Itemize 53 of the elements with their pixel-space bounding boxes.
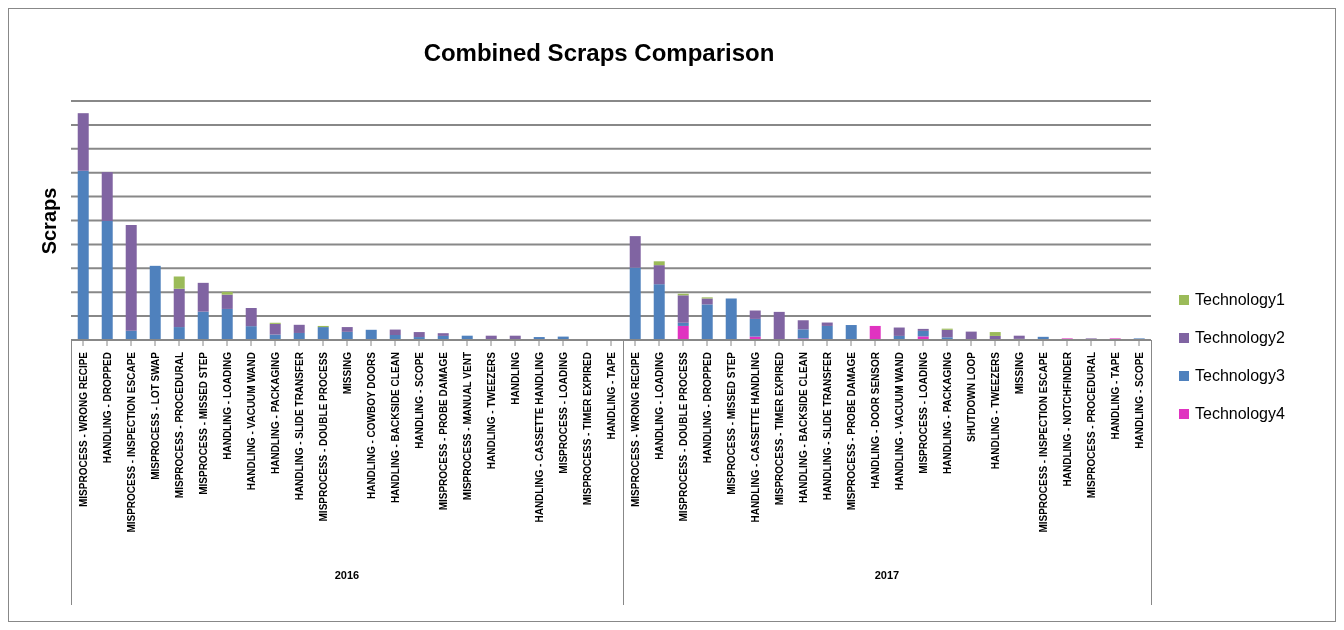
x-tick-label: HANDLING - TAPE xyxy=(605,351,617,440)
legend-label: Technology4 xyxy=(1195,405,1285,423)
x-tick-label: HANDLING - DOOR SENSOR xyxy=(869,351,881,489)
x-tick-label: HANDLING - SLIDE TRANSFER xyxy=(821,351,833,501)
x-tick-label: HANDLING - SLIDE TRANSFER xyxy=(293,351,305,501)
x-tick-label: MISPROCESS - DOUBLE PROCESS xyxy=(317,351,329,522)
x-tick-label: MISPROCESS - WRONG RECIPE xyxy=(629,351,641,508)
x-tick-label: MISPROCESS - INSPECTION ESCAPE xyxy=(125,351,137,533)
x-tick-label: HANDLING - TWEEZERS xyxy=(989,351,1001,470)
legend-label: Technology2 xyxy=(1195,329,1285,347)
x-tick-label: MISPROCESS - MISSED STEP xyxy=(197,351,209,495)
x-tick-label: MISPROCESS - TIMER EXPIRED xyxy=(581,352,593,506)
x-tick-label: MISPROCESS - PROCEDURAL xyxy=(1085,352,1097,499)
x-tick-label: HANDLING - BACKSIDE CLEAN xyxy=(797,352,809,504)
x-tick-label: HANDLING - NOTCHFINDER xyxy=(1061,351,1073,487)
x-tick-label: HANDLING - DROPPED xyxy=(101,352,113,464)
x-tick-label: MISPROCESS - PROCEDURAL xyxy=(173,352,185,499)
x-tick-label: MISPROCESS - INSPECTION ESCAPE xyxy=(1037,351,1049,533)
text: 2016 xyxy=(333,569,361,581)
x-tick-label: MISPROCESS - PROBE DAMAGE xyxy=(845,351,857,511)
x-tick-label: MISPROCESS - TIMER EXPIRED xyxy=(773,352,785,506)
legend-label: Technology1 xyxy=(1195,291,1285,309)
x-tick-label: HANDLING - PACKAGING xyxy=(269,351,281,475)
chart-title: Combined Scraps Comparison xyxy=(422,39,776,67)
x-tick-label: MISPROCESS - PROBE DAMAGE xyxy=(437,351,449,511)
x-tick-label: HANDLING - COWBOY DOORS xyxy=(365,351,377,500)
x-tick-label: MISPROCESS - LOADING xyxy=(917,351,929,474)
x-tick-label: MISPROCESS - DOUBLE PROCESS xyxy=(677,351,689,522)
x-tick-label: HANDLING - CASSETTE HANDLING xyxy=(749,351,761,523)
x-tick-label: HANDLING - VACUUM WAND xyxy=(893,352,905,491)
x-tick-label: MISPROCESS - LOT SWAP xyxy=(149,351,161,480)
x-tick-label: HANDLING - SCOPE xyxy=(1133,351,1145,449)
x-tick-label: HANDLING xyxy=(509,351,521,405)
y-axis-title: Scraps xyxy=(37,187,61,254)
x-tick-label: MISSING xyxy=(341,351,353,395)
x-tick-label: MISPROCESS - WRONG RECIPE xyxy=(77,351,89,508)
x-tick-label: HANDLING - LOADING xyxy=(221,351,233,460)
x-tick-label: HANDLING - CASSETTE HANDLING xyxy=(533,351,545,523)
x-tick-label: HANDLING - VACUUM WAND xyxy=(245,352,257,491)
x-tick-label: MISPROCESS - LOADING xyxy=(557,351,569,474)
x-tick-label: HANDLING - BACKSIDE CLEAN xyxy=(389,352,401,504)
x-tick-label: HANDLING - TAPE xyxy=(1109,351,1121,440)
x-tick-label: HANDLING - PACKAGING xyxy=(941,351,953,475)
x-tick-label: HANDLING - LOADING xyxy=(653,351,665,460)
x-tick-label: HANDLING - SCOPE xyxy=(413,351,425,449)
legend-label: Technology3 xyxy=(1195,367,1285,385)
text: 2017 xyxy=(873,569,901,581)
x-tick-label: MISPROCESS - MISSED STEP xyxy=(725,351,737,495)
x-tick-label: MISSING xyxy=(1013,351,1025,395)
x-tick-label: MISPROCESS - MANUAL VENT xyxy=(461,352,473,501)
x-tick-label: SHUTDOWN LOOP xyxy=(965,351,977,442)
x-tick-label: HANDLING - DROPPED xyxy=(701,352,713,464)
x-tick-label: HANDLING - TWEEZERS xyxy=(485,351,497,470)
